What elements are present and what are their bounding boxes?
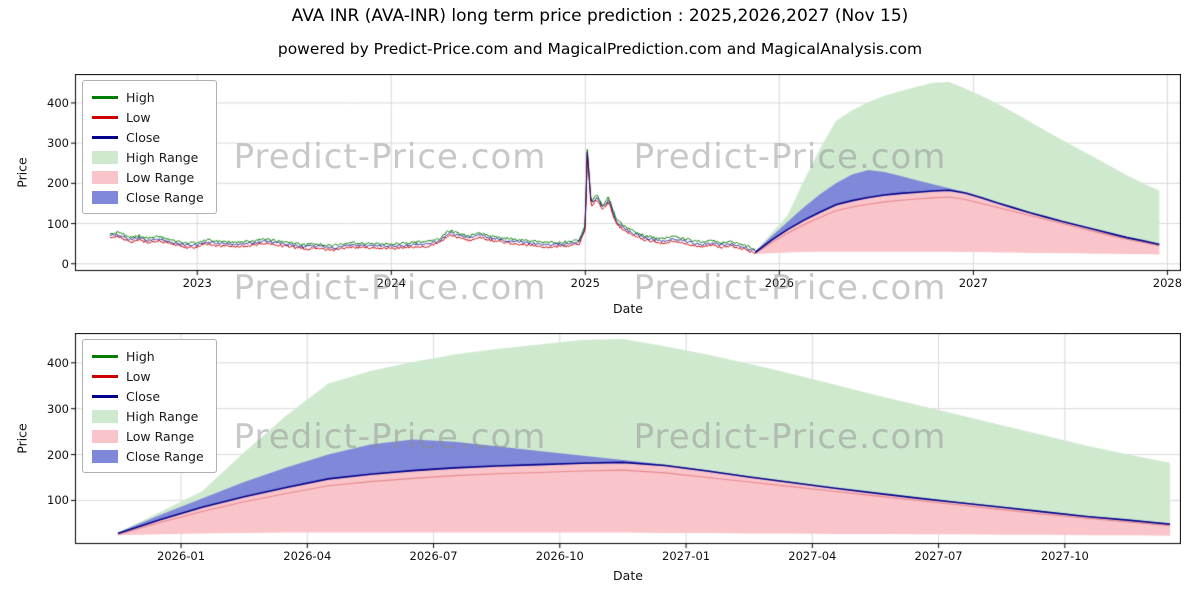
legend-line-swatch xyxy=(92,115,118,119)
figure-subtitle: powered by Predict-Price.com and Magical… xyxy=(277,40,923,58)
legend-label: Low xyxy=(126,109,151,125)
legend-patch-swatch xyxy=(92,409,118,423)
x-tick-label: 2025 xyxy=(570,276,600,290)
legend-item: Low Range xyxy=(92,167,204,187)
y-tick-label: 200 xyxy=(47,447,69,462)
legend-patch-swatch xyxy=(92,190,118,204)
legend-label: Low xyxy=(126,368,151,384)
y-tick-label: 300 xyxy=(47,136,69,151)
legend-item: Close xyxy=(92,386,204,406)
legend-label: Close xyxy=(126,129,161,145)
x-axis-label: Date xyxy=(613,301,643,316)
legend-label: Low Range xyxy=(126,428,195,444)
legend-label: Close Range xyxy=(126,448,204,464)
legend: High Low Close High Range Low Range Close Ran… xyxy=(82,80,217,214)
y-tick-label: 400 xyxy=(47,355,69,370)
x-tick-label: 2027-10 xyxy=(1040,549,1089,563)
legend-line-swatch xyxy=(92,394,118,398)
legend-item: High xyxy=(92,87,204,107)
x-tick-label: 2026-07 xyxy=(409,549,458,563)
x-tick-label: 2027-07 xyxy=(914,549,963,563)
figure-title: AVA INR (AVA-INR) long term price predic… xyxy=(291,6,909,26)
legend: High Low Close High Range Low Range Close Ran… xyxy=(82,339,217,473)
legend-patch-swatch xyxy=(92,429,118,443)
x-tick-label: 2027-01 xyxy=(662,549,711,563)
overview-chart-canvas xyxy=(67,74,1181,279)
legend-line-swatch xyxy=(92,135,118,139)
legend-label: High xyxy=(126,89,155,105)
legend-label: Low Range xyxy=(126,169,195,185)
y-tick-label: 200 xyxy=(47,176,69,191)
detail-chart-canvas xyxy=(67,333,1181,552)
x-axis-label: Date xyxy=(613,568,643,583)
legend-label: Close xyxy=(126,388,161,404)
y-tick-label: 100 xyxy=(47,493,69,508)
legend-patch-swatch xyxy=(92,170,118,184)
legend-patch-swatch xyxy=(92,150,118,164)
legend-item: Low Range xyxy=(92,426,204,446)
x-tick-label: 2026-10 xyxy=(535,549,584,563)
legend-item: Close Range xyxy=(92,187,204,207)
x-tick-label: 2027-04 xyxy=(788,549,837,563)
x-tick-label: 2026-01 xyxy=(157,549,206,563)
legend-label: Close Range xyxy=(126,189,204,205)
legend-item: High xyxy=(92,346,204,366)
legend-item: Close Range xyxy=(92,446,204,466)
y-tick-label: 0 xyxy=(61,256,69,271)
x-tick-label: 2028 xyxy=(1152,276,1183,290)
x-tick-label: 2026 xyxy=(764,276,794,290)
legend-item: High Range xyxy=(92,406,204,426)
y-tick-label: 300 xyxy=(47,401,69,416)
legend-label: High xyxy=(126,348,155,364)
legend-item: Low xyxy=(92,107,204,127)
x-tick-label: 2023 xyxy=(182,276,212,290)
x-tick-label: 2027 xyxy=(958,276,989,290)
legend-line-swatch xyxy=(92,95,118,99)
legend-item: Close xyxy=(92,127,204,147)
legend-item: High Range xyxy=(92,147,204,167)
y-tick-label: 100 xyxy=(47,216,69,231)
x-tick-label: 2026-04 xyxy=(283,549,332,563)
y-axis-label: Price xyxy=(14,156,30,188)
y-axis-label: Price xyxy=(14,422,30,454)
y-tick-label: 400 xyxy=(47,95,69,110)
legend-label: High Range xyxy=(126,149,199,165)
legend-patch-swatch xyxy=(92,449,118,463)
legend-item: Low xyxy=(92,366,204,386)
legend-line-swatch xyxy=(92,354,118,358)
legend-line-swatch xyxy=(92,374,118,378)
x-tick-label: 2024 xyxy=(376,276,406,290)
legend-label: High Range xyxy=(126,408,199,424)
